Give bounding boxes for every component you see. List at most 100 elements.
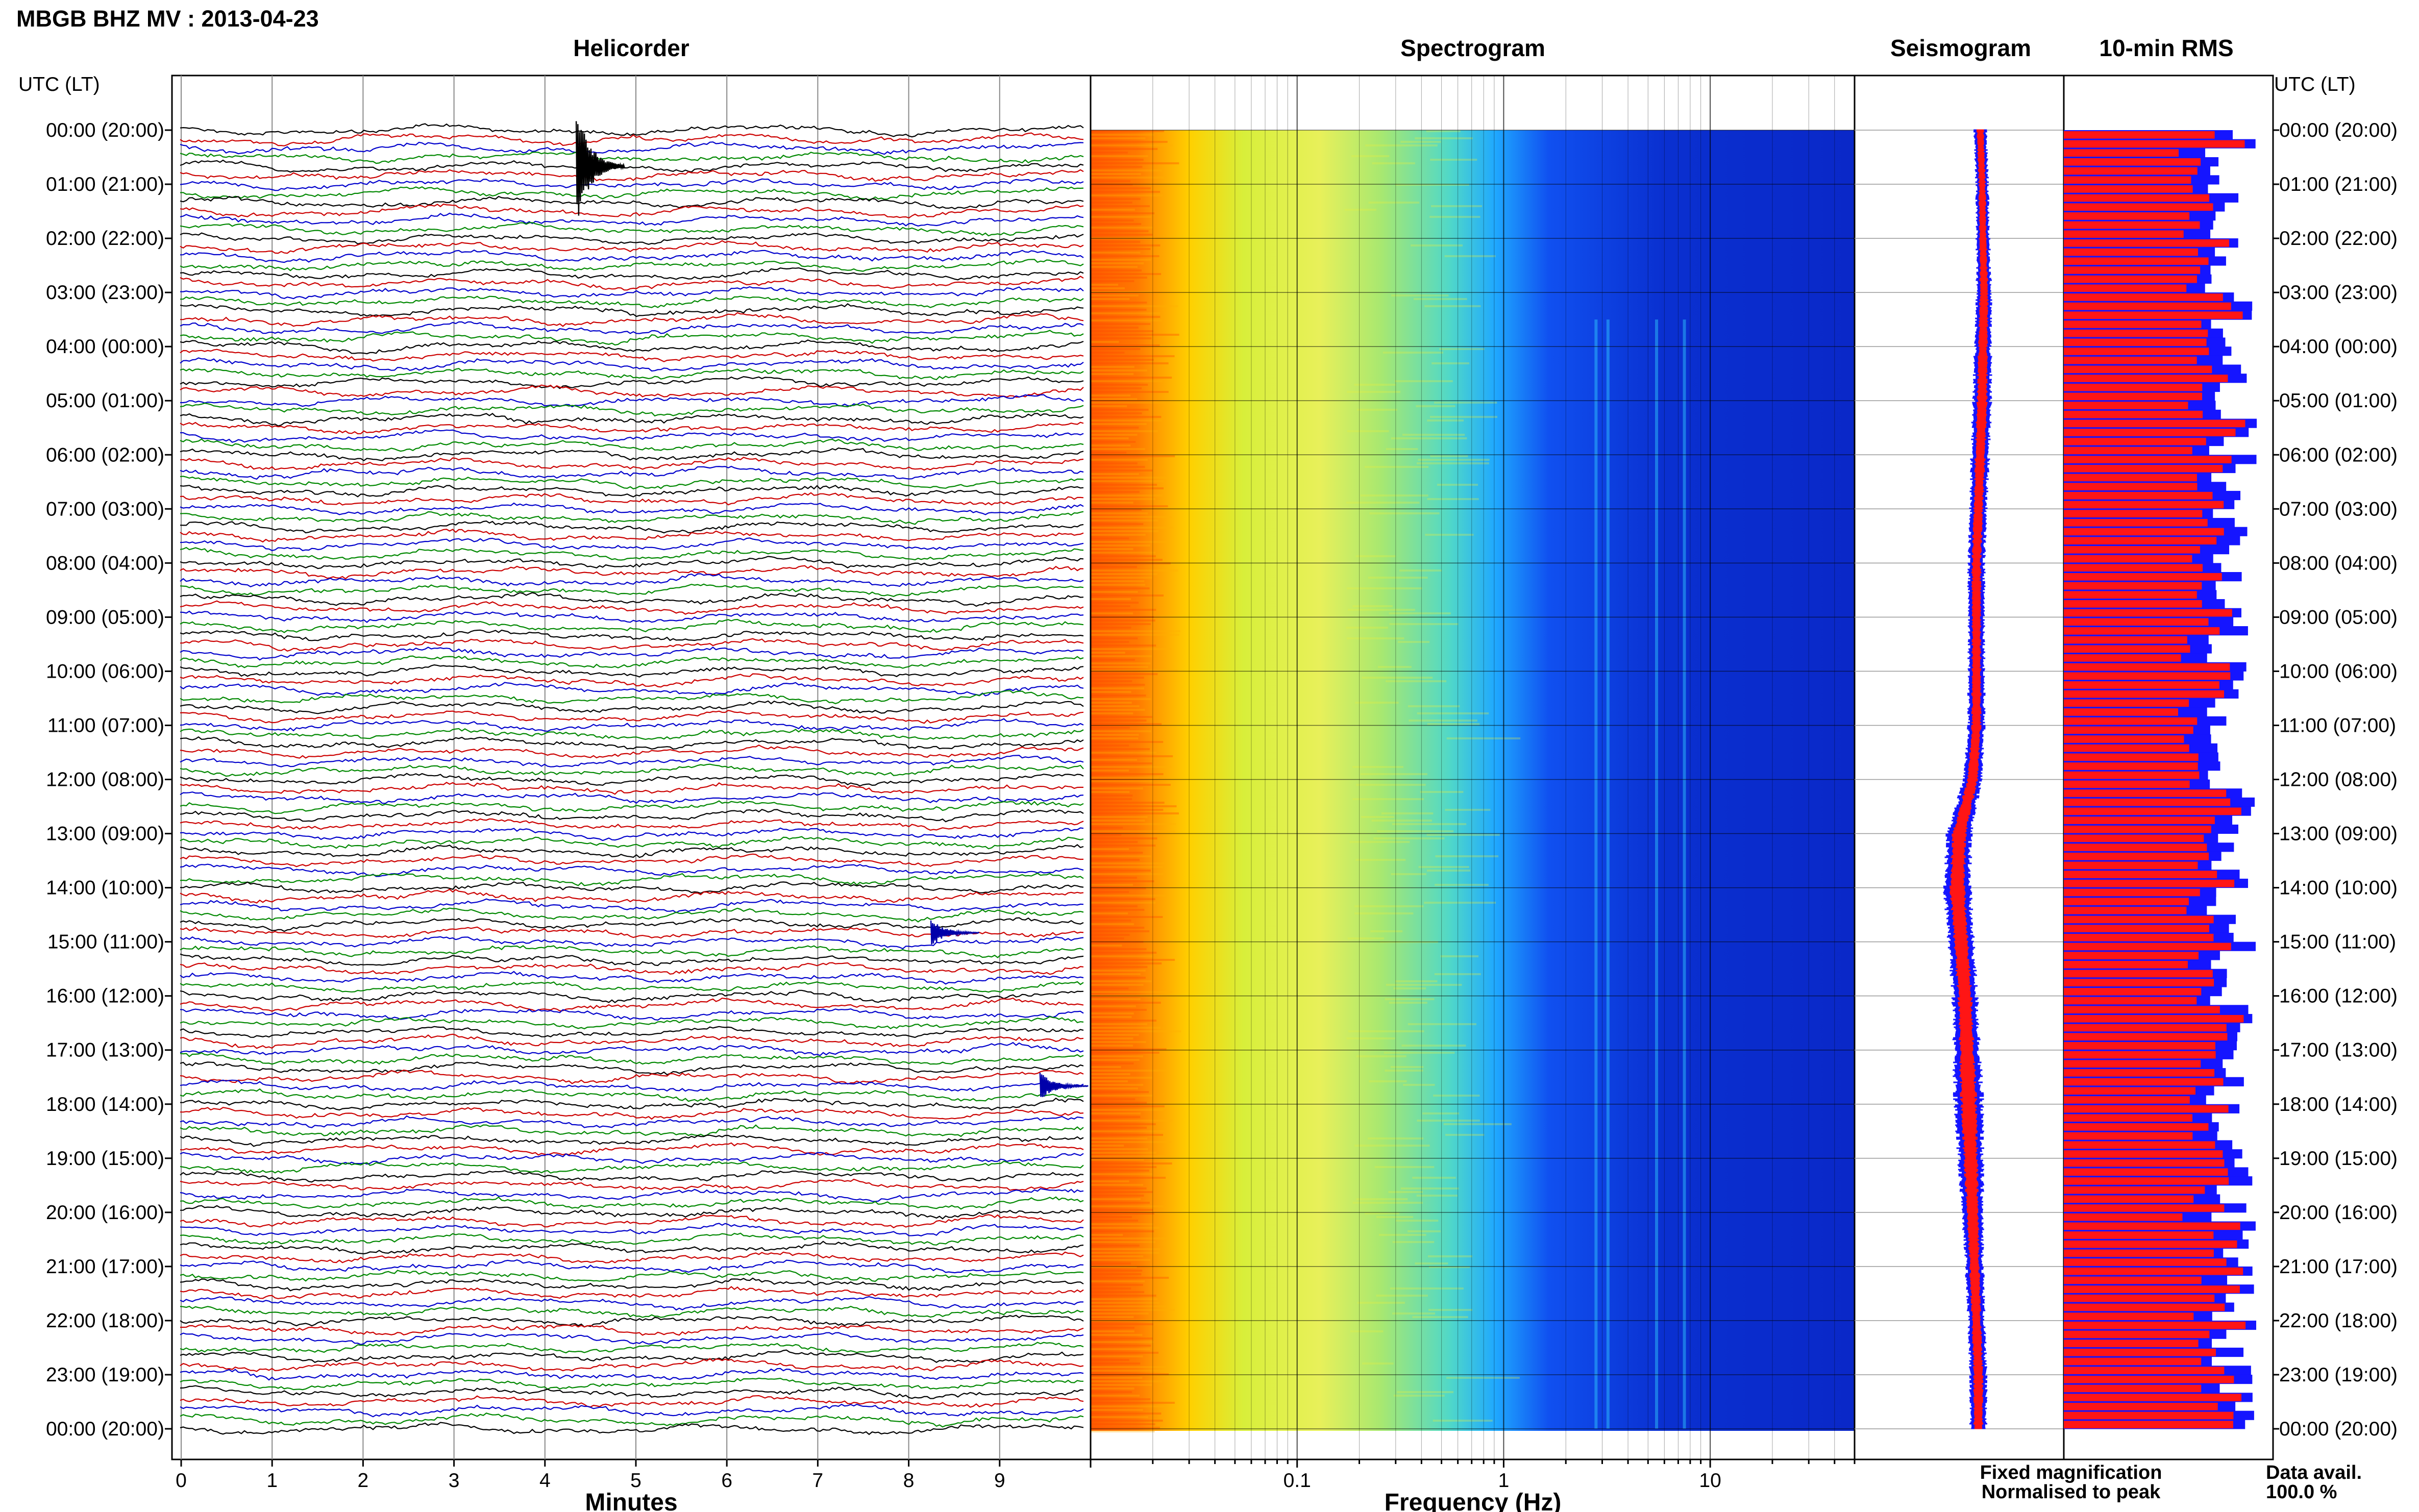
time-tick-label: 13:00 (09:00) (2279, 823, 2398, 845)
spectrogram-texture (1354, 384, 1396, 386)
time-tick-label: 11:00 (07:00) (2279, 714, 2396, 736)
spectrogram-texture (1091, 1112, 1141, 1114)
helicorder-x-tick-label: 8 (903, 1470, 915, 1492)
spectrogram-texture (1091, 416, 1162, 418)
spectrogram-texture (1091, 1087, 1138, 1089)
helicorder-trace (180, 1305, 1084, 1318)
rms-bar-normalised (2064, 690, 2225, 698)
spectrogram-texture (1091, 377, 1172, 379)
spectrogram-texture (1091, 1059, 1140, 1061)
rms-bar-normalised (2064, 1186, 2205, 1194)
spectrogram-texture (1091, 505, 1168, 507)
rms-bar-normalised (2064, 1231, 2214, 1239)
spectrogram-texture (1091, 1316, 1134, 1318)
spectrogram-texture (1412, 1316, 1468, 1318)
spectrogram-texture (1444, 255, 1496, 257)
helicorder-trace (180, 673, 1084, 688)
spectrogram-texture (1368, 202, 1420, 204)
spectrogram-x-tick-label: 10 (1699, 1470, 1721, 1492)
spectrogram-texture (1091, 534, 1146, 536)
helicorder-trace (180, 429, 1084, 443)
spectrogram-texture (1091, 1034, 1139, 1036)
helicorder-trace (180, 818, 1084, 831)
spectrogram-texture (1091, 248, 1151, 250)
spectrogram-texture (1091, 837, 1157, 839)
spectrogram-texture (1344, 209, 1376, 211)
spectrogram-texture (1091, 1230, 1154, 1232)
helicorder-trace (180, 1079, 1084, 1092)
helicorder-trace (180, 465, 1084, 480)
spectrogram-texture (1091, 566, 1137, 568)
spectrogram-texture (1091, 798, 1132, 800)
spectrogram-texture (1091, 366, 1134, 368)
rms-bar-normalised (2064, 555, 2192, 563)
spectrogram-band-line (1606, 319, 1610, 1429)
spectrogram-texture (1091, 362, 1169, 364)
time-tick-label: 12:00 (08:00) (2279, 769, 2398, 791)
spectrogram-texture (1376, 1295, 1428, 1297)
spectrogram-panel: 0.1 1 10 Frequency (Hz) (1090, 75, 1856, 1512)
helicorder-trace (180, 827, 1084, 841)
spectrogram-texture (1091, 777, 1159, 779)
spectrogram-texture (1091, 852, 1143, 854)
spectrogram-texture (1091, 727, 1130, 729)
time-tick-label: 20:00 (16:00) (46, 1202, 164, 1224)
spectrogram-texture (1091, 948, 1147, 950)
spectrogram-texture (1091, 1377, 1143, 1379)
helicorder-trace (180, 195, 1084, 210)
spectrogram-texture (1091, 455, 1175, 457)
spectrogram-texture (1426, 834, 1500, 836)
helicorder-trace (180, 384, 1084, 398)
rms-bar-normalised (2064, 1213, 2183, 1221)
helicorder-trace (180, 1033, 1084, 1049)
helicorder-trace (180, 368, 1084, 381)
helicorder-trace (180, 240, 1084, 254)
spectrogram-texture (1091, 784, 1171, 786)
spectrogram-title: Spectrogram (1400, 35, 1545, 61)
rms-bar-normalised (2064, 1276, 2202, 1284)
helicorder-x-tick-label: 1 (266, 1470, 278, 1492)
spectrogram-texture (1091, 966, 1148, 968)
spectrogram-texture (1091, 1202, 1150, 1204)
spectrogram-texture (1091, 498, 1155, 500)
helicorder-trace (180, 476, 1084, 490)
spectrogram-texture (1427, 419, 1464, 422)
rms-bar-normalised (2064, 609, 2232, 617)
spectrogram-texture (1091, 1330, 1134, 1332)
spectrogram-texture (1368, 1137, 1424, 1139)
spectrogram-texture (1091, 387, 1142, 389)
rms-bar-normalised (2064, 1096, 2190, 1104)
spectrogram-texture (1391, 294, 1449, 296)
helicorder-trace (180, 222, 1084, 237)
time-tick-label: 05:00 (01:00) (46, 390, 164, 412)
rms-bar-normalised (2064, 898, 2189, 905)
helicorder-x-ticks: 0 1 2 3 4 5 6 7 8 9 (176, 1459, 1005, 1492)
helicorder-trace (180, 907, 1084, 923)
spectrogram-texture (1091, 198, 1141, 200)
time-tick-label: 00:00 (20:00) (2279, 1418, 2398, 1440)
spectrogram-texture (1091, 277, 1147, 279)
spectrogram-texture (1409, 720, 1477, 722)
spectrogram-texture (1389, 612, 1451, 614)
helicorder-trace (180, 700, 1084, 714)
time-tick-label: 07:00 (03:00) (46, 498, 164, 520)
rms-bar-normalised (2064, 248, 2198, 256)
spectrogram-texture (1429, 216, 1480, 218)
rms-bar-normalised (2064, 1033, 2228, 1041)
spectrogram-texture (1386, 680, 1447, 682)
seismogram-frame (1854, 75, 2065, 1460)
helicorder-trace (180, 1277, 1084, 1292)
spectrogram-texture (1091, 484, 1157, 486)
helicorder-trace (180, 682, 1084, 697)
helicorder-x-tick-label: 6 (721, 1470, 732, 1492)
spectrogram-texture (1091, 512, 1148, 514)
time-tick-label: 22:00 (18:00) (46, 1310, 164, 1332)
spectrogram-texture (1091, 937, 1124, 939)
time-tick-label: 02:00 (22:00) (46, 228, 164, 250)
helicorder-trace (180, 997, 1084, 1012)
helicorder-trace (180, 945, 1084, 958)
rms-bar-normalised (2064, 1087, 2195, 1095)
rms-bar-normalised (2064, 1150, 2223, 1158)
spectrogram-texture (1091, 394, 1131, 396)
spectrogram-texture (1091, 1270, 1143, 1272)
